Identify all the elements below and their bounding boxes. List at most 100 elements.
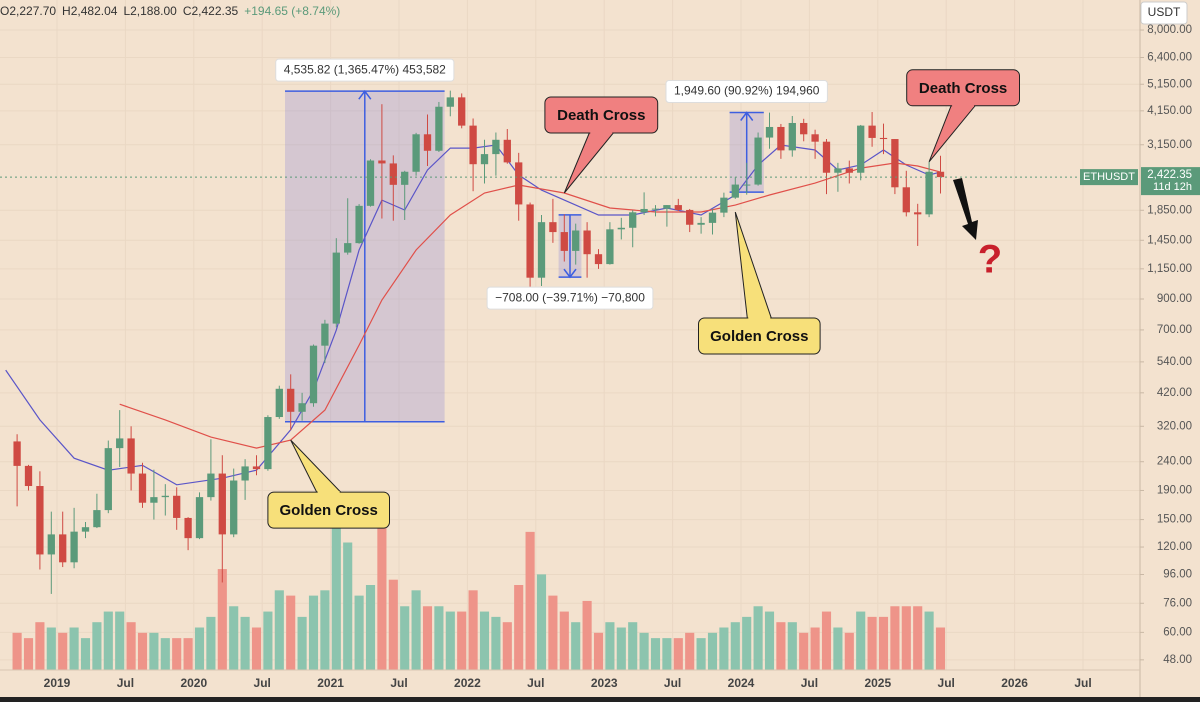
candle-body [458,97,466,126]
volume-bar [297,616,307,670]
x-tick-label: 2021 [317,676,344,690]
candle-body [116,438,124,449]
candle-body [720,197,728,213]
x-tick-label: 2020 [180,676,207,690]
candle-body [663,205,671,209]
candle-body [822,141,831,173]
x-tick-label: Jul [664,676,681,690]
volume-bar [593,632,604,670]
candle-body [469,125,477,165]
x-tick-label: 2025 [864,676,891,690]
volume-bar [388,579,398,670]
candle-body [914,212,922,215]
question-mark: ? [978,238,1002,282]
candle-body [879,137,888,140]
y-tick-label: 6,400.00 [1147,52,1192,64]
volume-bar [400,606,410,670]
callout-label: Death Cross [557,107,645,124]
candle-body [230,480,238,535]
measure-label-box [486,286,654,310]
candle-body [936,171,945,178]
volume-bar [251,627,262,670]
candle-body [309,345,318,404]
currency-button[interactable] [1140,1,1188,25]
volume-bar [411,590,421,670]
candle-body [891,139,899,188]
candle-body [138,473,147,503]
x-tick-label: 2023 [591,676,618,690]
volume-bar [810,627,820,670]
volume-bar [559,611,569,670]
volume-bar [479,611,490,670]
measure-label: −708.00 (−39.71%) −70,800 [495,290,645,304]
header-layer: USDT O2,227.70 H2,482.04 L2,188.00 C2,422.3… [0,1,1188,25]
volume-bar [491,616,501,670]
x-tick-label: 2022 [454,676,481,690]
candle-body [526,204,534,278]
candle-body [777,126,785,151]
volume-bar [229,606,239,670]
down-arrow [953,178,978,240]
y-tick-label: 420.00 [1157,387,1192,399]
y-tick-label: 900.00 [1157,293,1192,305]
volume-bar [628,622,638,670]
candle-body [59,534,67,563]
measure-label-box [665,80,828,104]
y-tick-label: 60.00 [1163,626,1192,638]
y-tick-label: 120.00 [1157,541,1192,553]
ohlc-value: H2,482.04 [62,4,118,18]
volume-bar [935,627,946,670]
candle-body [13,441,21,466]
candle-body [731,184,739,198]
volume-bar [719,627,729,670]
volume-bar [890,606,900,670]
volume-bar [742,616,752,670]
candle-body [344,243,352,253]
candle-body [697,222,705,225]
candle-body [765,126,774,138]
candle-body [332,252,340,324]
volume-bar [605,622,615,670]
symbol-tag [1080,169,1138,186]
candle-body [480,154,489,165]
volume-bar [240,616,250,670]
y-tick-label: 150.00 [1157,514,1192,526]
candle-body [252,466,261,470]
candle-body [24,465,33,487]
candle-body [184,517,192,539]
volume-bar [217,569,227,670]
volume-bar [878,616,889,670]
bottom-bar [0,697,1200,702]
candle-body [708,212,717,223]
x-tick-label: Jul [527,676,544,690]
x-tick-label: Jul [254,676,271,690]
candle-body [754,137,762,185]
candle-body [218,473,226,535]
candle-body [355,205,363,244]
measure-label: 4,535.82 (1,365.47%) 453,582 [284,62,446,76]
volume-bar [377,510,387,670]
x-tick-label: Jul [390,676,407,690]
volume-bar [286,595,296,670]
candle-body [207,473,215,498]
volume-bar [639,632,649,670]
candle-body [127,438,135,474]
candle-body [264,417,272,470]
candle-body [435,106,443,151]
volume-bar [149,632,159,670]
volume-bar [616,627,626,670]
candle-body [800,122,808,135]
candle-body [93,510,101,528]
volume-bar [434,606,444,670]
candle-body [834,168,842,173]
volume-bar [776,622,786,670]
volume-bar [753,606,763,670]
volume-bar [354,595,364,670]
volume-bar [12,632,22,670]
y-tick-label: 4,150.00 [1147,105,1192,117]
volume-bar [126,622,136,670]
candle-body [173,495,181,518]
candle-body [378,160,386,164]
volume-bar [457,611,467,670]
